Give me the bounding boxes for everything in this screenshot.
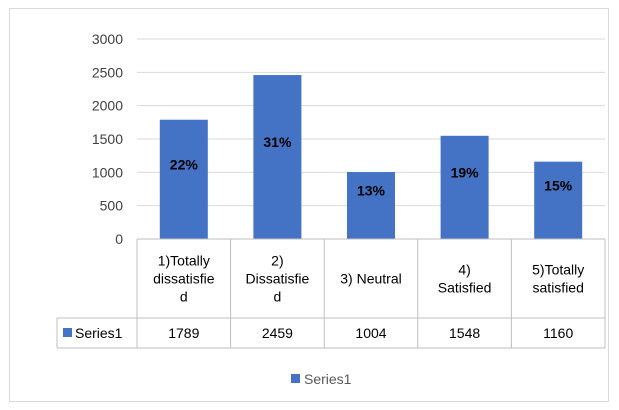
category-label: 5)Totally: [532, 262, 584, 278]
bar: [159, 119, 208, 239]
legend-label: Series1: [304, 371, 352, 387]
category-label: dissatisfie: [153, 271, 215, 287]
chart-frame: [9, 8, 609, 402]
category-label: 1)Totally: [158, 253, 210, 269]
bar: [534, 161, 583, 239]
series-key-swatch: [63, 328, 72, 337]
category-label: d: [274, 289, 282, 305]
legend-swatch: [291, 374, 300, 383]
y-tick-label: 2000: [92, 98, 123, 114]
category-label: 3) Neutral: [340, 271, 401, 287]
data-label: 22%: [170, 156, 199, 172]
category-label: satisfied: [533, 280, 584, 296]
bar: [253, 75, 302, 239]
y-tick-label: 2500: [92, 64, 123, 80]
bar: [440, 135, 489, 239]
table-value: 1789: [168, 325, 199, 341]
category-label: 2): [271, 253, 283, 269]
y-tick-label: 3000: [92, 31, 123, 47]
category-label: d: [180, 289, 188, 305]
table-value: 1160: [543, 325, 573, 341]
data-label: 31%: [263, 134, 292, 150]
table-value: 1548: [449, 325, 480, 341]
data-label: 15%: [544, 177, 573, 193]
data-label: 19%: [451, 164, 480, 180]
y-tick-label: 1000: [92, 164, 123, 180]
bar: [347, 172, 395, 239]
y-tick-label: 0: [115, 231, 123, 247]
y-tick-label: 500: [100, 198, 124, 214]
y-tick-label: 1500: [92, 131, 123, 147]
category-label: Dissatisfie: [246, 271, 310, 287]
category-label: Satisfied: [438, 280, 492, 296]
category-label: 4): [458, 262, 470, 278]
data-label: 13%: [357, 183, 386, 199]
table-value: 1004: [355, 325, 386, 341]
series-name: Series1: [75, 325, 123, 341]
table-value: 2459: [262, 325, 293, 341]
